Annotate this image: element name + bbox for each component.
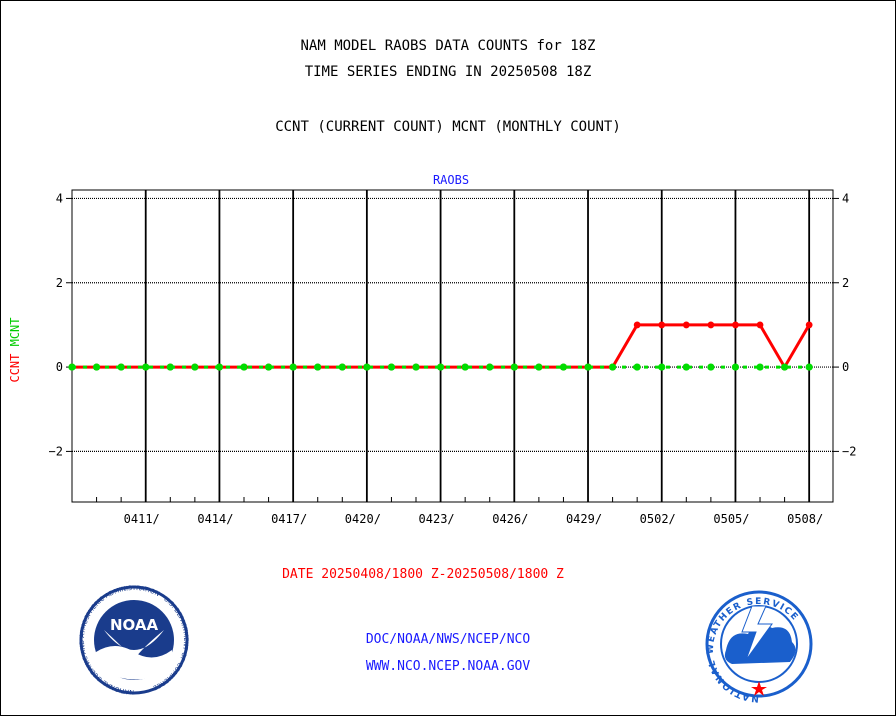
x-tick-label: 0420/ (345, 512, 381, 526)
x-tick-label: 0505/ (713, 512, 749, 526)
y-axis-label-ccnt: CCNT (8, 354, 22, 383)
noaa-logo-label: NOAA (110, 616, 159, 634)
x-tick-label: 0429/ (566, 512, 602, 526)
data-point-mcnt (559, 363, 568, 371)
data-point-mcnt (166, 363, 174, 371)
data-point-mcnt (805, 363, 813, 371)
data-point-mcnt (461, 363, 469, 371)
x-tick-label: 0411/ (124, 512, 160, 526)
data-point-mcnt (191, 363, 199, 371)
x-tick-label: 0417/ (271, 512, 307, 526)
chart-subtitle: CCNT (CURRENT COUNT) MCNT (MONTHLY COUNT… (275, 119, 621, 135)
data-point-mcnt (731, 363, 740, 371)
y-tick-label-left: 4 (56, 191, 63, 205)
x-tick-label: 0426/ (492, 512, 528, 526)
data-point-mcnt (68, 363, 76, 371)
data-point-ccnt (707, 321, 715, 329)
footer-website-link[interactable]: WWW.NCO.NCEP.NOAA.GOV (365, 659, 531, 674)
footer-org-path[interactable]: DOC/NOAA/NWS/NCEP/NCO (365, 632, 531, 647)
grid-layer (72, 190, 833, 502)
data-point-mcnt (289, 363, 297, 371)
x-axis-label: DATE 20250408/1800 Z-20250508/1800 Z (282, 567, 564, 582)
data-point-mcnt (486, 363, 494, 371)
data-point-mcnt (756, 363, 764, 371)
data-point-ccnt (633, 321, 641, 329)
data-point-mcnt (92, 363, 101, 371)
data-point-ccnt (756, 321, 764, 329)
chart-title-line1: NAM MODEL RAOBS DATA COUNTS for 18Z (300, 38, 596, 54)
x-tick-label: 0502/ (640, 512, 676, 526)
y-tick-label-right: 2 (842, 276, 849, 290)
y-axis-ticks: −2 −2 0 0 2 2 4 4 (49, 191, 857, 458)
y-tick-label-right: 0 (842, 360, 849, 374)
svg-text:CCNT MCNT: CCNT MCNT (8, 317, 22, 382)
plot-title: RAOBS (433, 173, 469, 187)
nws-logo: NATIONAL WEATHER SERVICE (705, 590, 813, 703)
data-point-mcnt (215, 363, 224, 371)
y-axis-label-mcnt: MCNT (8, 317, 22, 346)
data-point-mcnt (780, 363, 789, 371)
data-point-mcnt (240, 363, 248, 371)
data-point-mcnt (436, 363, 445, 371)
data-point-mcnt (682, 363, 690, 371)
data-point-ccnt (658, 321, 666, 329)
data-point-mcnt (584, 363, 592, 371)
x-tick-label: 0508/ (787, 512, 823, 526)
y-tick-label-left: 2 (56, 276, 63, 290)
data-point-mcnt (142, 363, 150, 371)
data-point-mcnt (510, 363, 518, 371)
x-tick-label: 0414/ (197, 512, 233, 526)
noaa-logo: NOAA NATIONAL OCEANIC AND ATMOSPHERIC AD… (79, 585, 189, 695)
data-point-mcnt (363, 363, 371, 371)
data-point-mcnt (658, 363, 666, 371)
data-point-mcnt (412, 363, 420, 371)
data-point-ccnt (805, 321, 813, 329)
x-tick-label: 0423/ (419, 512, 455, 526)
y-tick-label-left: 0 (56, 360, 63, 374)
data-point-mcnt (264, 363, 273, 371)
data-point-mcnt (338, 363, 346, 371)
data-point-mcnt (707, 363, 715, 371)
data-point-mcnt (535, 363, 543, 371)
plot-area (71, 189, 834, 503)
data-point-mcnt (314, 363, 322, 371)
data-point-ccnt (682, 321, 690, 329)
y-tick-label-right: 4 (842, 191, 849, 205)
data-point-ccnt (732, 321, 739, 329)
y-tick-label-right: −2 (842, 444, 856, 458)
data-point-mcnt (387, 363, 396, 371)
data-point-mcnt (117, 363, 125, 371)
data-point-mcnt (608, 363, 617, 371)
x-axis-ticks: 0411/0414/0417/0420/0423/0426/0429/0502/… (96, 497, 823, 526)
y-tick-label-left: −2 (49, 444, 63, 458)
chart-title-line2: TIME SERIES ENDING IN 20250508 18Z (304, 64, 592, 80)
data-point-mcnt (633, 363, 641, 371)
y-axis-label: CCNT MCNT (8, 317, 22, 382)
series-layer (68, 321, 813, 371)
